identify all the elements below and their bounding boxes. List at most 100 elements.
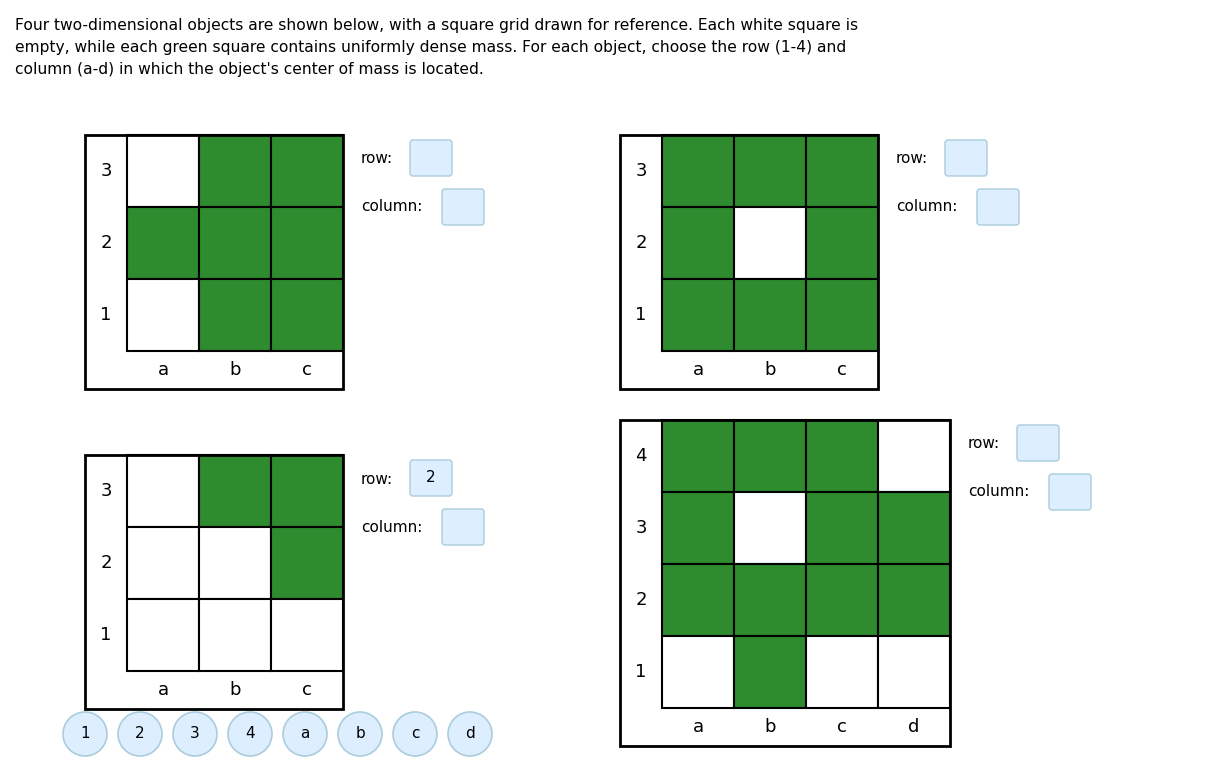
Text: c: c (837, 361, 847, 379)
Bar (806, 420, 878, 492)
Text: a: a (693, 361, 704, 379)
Bar (806, 564, 878, 636)
Circle shape (338, 712, 382, 756)
Bar (734, 636, 806, 708)
Bar (271, 279, 343, 351)
Bar (271, 527, 343, 599)
Bar (620, 135, 878, 389)
Bar (126, 455, 199, 527)
Bar (806, 492, 878, 564)
Text: 2: 2 (101, 554, 112, 572)
Bar (126, 527, 199, 599)
Bar (271, 455, 343, 527)
Bar (878, 420, 950, 492)
Text: 3: 3 (190, 726, 200, 742)
Bar (662, 207, 734, 279)
Bar (806, 279, 878, 351)
Text: a: a (157, 361, 168, 379)
Text: 3: 3 (635, 162, 647, 180)
Text: d: d (465, 726, 475, 742)
Bar (878, 564, 950, 636)
Bar (734, 207, 806, 279)
Bar (662, 135, 734, 207)
Bar (806, 636, 878, 708)
Bar (806, 207, 878, 279)
Text: 2: 2 (101, 234, 112, 252)
Text: b: b (764, 718, 776, 736)
Text: row:: row: (361, 151, 393, 167)
Bar (199, 279, 271, 351)
Text: row:: row: (361, 472, 393, 487)
Text: column:: column: (896, 199, 958, 214)
Text: 2: 2 (635, 234, 647, 252)
FancyBboxPatch shape (410, 140, 452, 176)
Circle shape (393, 712, 437, 756)
Circle shape (448, 712, 492, 756)
Bar (734, 279, 806, 351)
Text: row:: row: (968, 436, 1000, 452)
Bar (662, 636, 734, 708)
Text: a: a (693, 718, 704, 736)
Bar (271, 207, 343, 279)
Bar (806, 135, 878, 207)
Text: column:: column: (361, 199, 422, 214)
Bar (199, 135, 271, 207)
Bar (620, 420, 950, 746)
Circle shape (282, 712, 327, 756)
Bar (662, 492, 734, 564)
Text: 3: 3 (101, 162, 112, 180)
Text: 1: 1 (101, 306, 112, 324)
Text: 1: 1 (635, 306, 647, 324)
Circle shape (173, 712, 217, 756)
FancyBboxPatch shape (1017, 425, 1059, 461)
Bar (199, 527, 271, 599)
Bar (126, 279, 199, 351)
Bar (271, 599, 343, 671)
Text: 2: 2 (635, 591, 647, 609)
FancyBboxPatch shape (1049, 474, 1090, 510)
Text: b: b (230, 681, 241, 699)
Text: b: b (764, 361, 776, 379)
Bar (734, 135, 806, 207)
Bar (199, 455, 271, 527)
Text: 1: 1 (80, 726, 90, 742)
FancyBboxPatch shape (977, 189, 1019, 225)
Text: c: c (302, 681, 312, 699)
Bar (734, 420, 806, 492)
Bar (199, 207, 271, 279)
Circle shape (63, 712, 107, 756)
FancyBboxPatch shape (410, 460, 452, 496)
Text: d: d (909, 718, 920, 736)
Text: c: c (302, 361, 312, 379)
Bar (85, 455, 343, 709)
Bar (271, 135, 343, 207)
Text: b: b (355, 726, 365, 742)
Text: 2: 2 (135, 726, 145, 742)
Circle shape (228, 712, 271, 756)
FancyBboxPatch shape (946, 140, 987, 176)
Text: 1: 1 (635, 663, 647, 681)
Bar (199, 599, 271, 671)
Bar (662, 564, 734, 636)
Text: row:: row: (896, 151, 928, 167)
Text: 3: 3 (101, 482, 112, 500)
Bar (126, 207, 199, 279)
Bar (126, 599, 199, 671)
Bar (126, 135, 199, 207)
Bar (878, 492, 950, 564)
Text: c: c (837, 718, 847, 736)
Text: Four two-dimensional objects are shown below, with a square grid drawn for refer: Four two-dimensional objects are shown b… (15, 18, 858, 78)
Circle shape (118, 712, 162, 756)
Text: column:: column: (361, 519, 422, 535)
Bar (734, 564, 806, 636)
Text: column:: column: (968, 484, 1029, 500)
Text: 2: 2 (426, 470, 436, 486)
Text: a: a (157, 681, 168, 699)
Bar (734, 492, 806, 564)
Text: 1: 1 (101, 626, 112, 644)
Text: b: b (230, 361, 241, 379)
Text: a: a (301, 726, 309, 742)
FancyBboxPatch shape (442, 509, 484, 545)
Bar (662, 279, 734, 351)
Text: 4: 4 (635, 447, 647, 465)
